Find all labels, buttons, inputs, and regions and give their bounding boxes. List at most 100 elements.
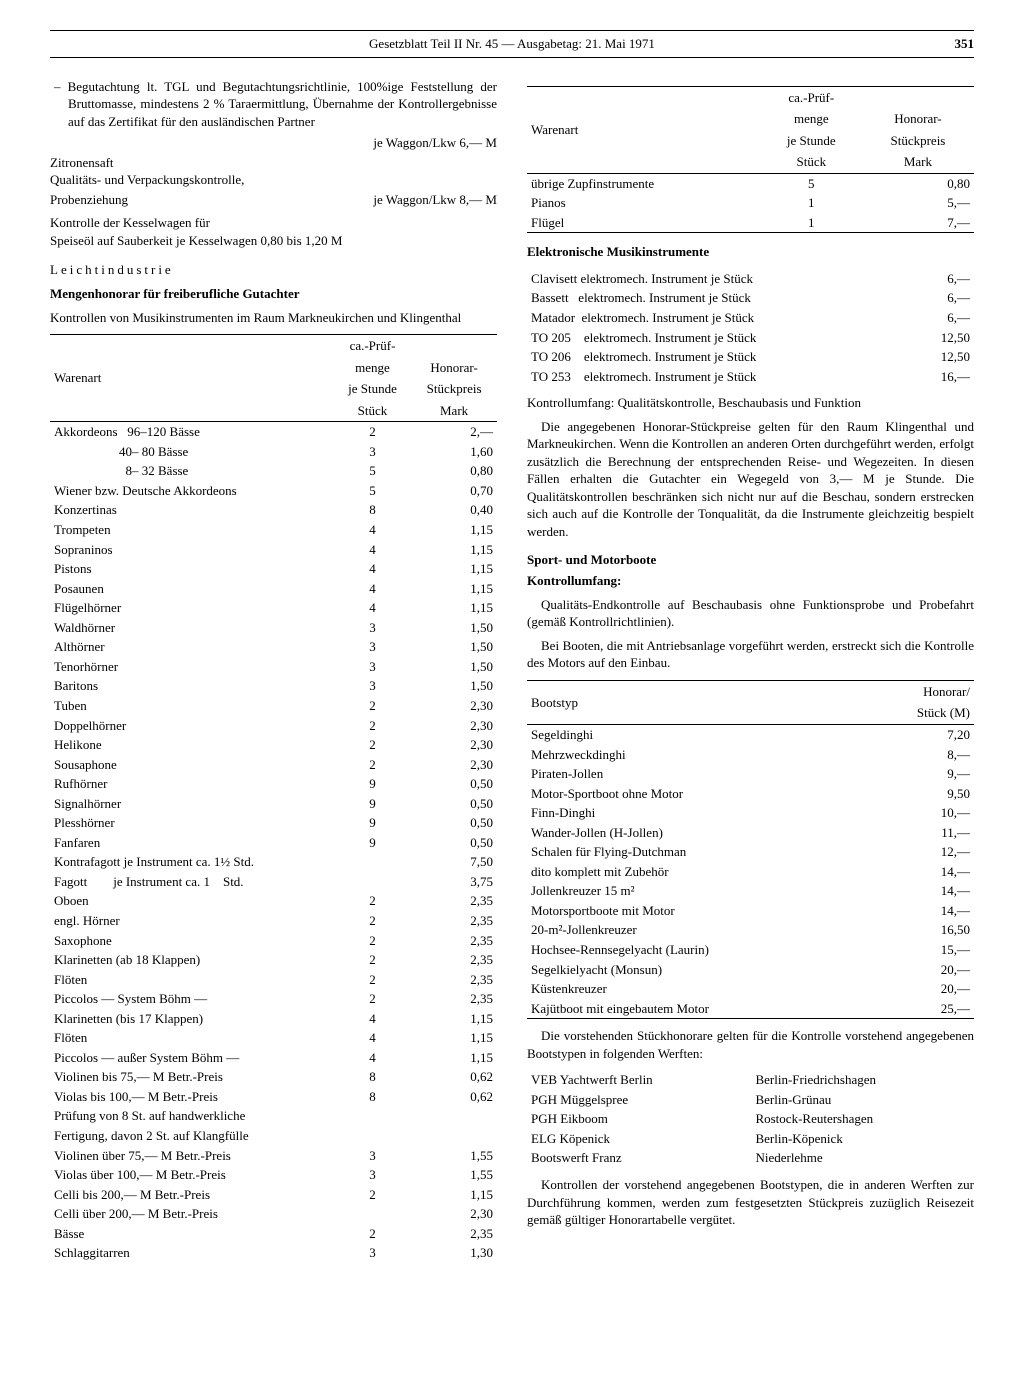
- table-row: Plesshörner90,50: [50, 813, 497, 833]
- table-row: Schlaggitarren31,30: [50, 1243, 497, 1263]
- table-row: Konzertinas80,40: [50, 500, 497, 520]
- honorar-para: Die angegebenen Honorar-Stückpreise gelt…: [527, 418, 974, 541]
- table-row: Hochsee-Rennsegelyacht (Laurin)15,—: [527, 940, 974, 960]
- instruments-table: Warenart ca.-Prüf- menge Honorar- je Stu…: [50, 334, 497, 1263]
- table-row: 20-m²-Jollenkreuzer16,50: [527, 920, 974, 940]
- table-row: Wiener bzw. Deutsche Akkordeons50,70: [50, 481, 497, 501]
- table-row: Pianos15,—: [527, 193, 974, 213]
- table-row: TO 253 elektromech. Instrument je Stück1…: [527, 367, 974, 387]
- table-row: Piccolos — System Böhm —22,35: [50, 989, 497, 1009]
- table-row: Doppelhörner22,30: [50, 716, 497, 736]
- table-row: Prüfung von 8 St. auf handwerkliche: [50, 1106, 497, 1126]
- table-row: TO 205 elektromech. Instrument je Stück1…: [527, 328, 974, 348]
- table-row: Bässe22,35: [50, 1224, 497, 1244]
- kessel-line2: Speiseöl auf Sauberkeit je Kesselwagen 0…: [50, 232, 497, 250]
- table-row: ELG KöpenickBerlin-Köpenick: [527, 1129, 974, 1149]
- proben-price: je Waggon/Lkw 8,— M: [373, 191, 497, 209]
- kontrollen-para: Kontrollen von Musikinstrumenten im Raum…: [50, 309, 497, 327]
- kessel-line: Kontrolle der Kesselwagen für: [50, 214, 497, 232]
- table-row: Violinen über 75,— M Betr.-Preis31,55: [50, 1146, 497, 1166]
- sport-p2: Bei Booten, die mit Antriebsanlage vorge…: [527, 637, 974, 672]
- table-row: Klarinetten (bis 17 Klappen)41,15: [50, 1009, 497, 1029]
- table-row: Flügel17,—: [527, 213, 974, 233]
- table-row: Wander-Jollen (H-Jollen)11,—: [527, 823, 974, 843]
- table-row: Finn-Dinghi10,—: [527, 803, 974, 823]
- table-row: Tenorhörner31,50: [50, 657, 497, 677]
- table-row: Flöten22,35: [50, 970, 497, 990]
- sport-p1: Qualitäts-Endkontrolle auf Beschaubasis …: [527, 596, 974, 631]
- table-row: Jollenkreuzer 15 m²14,—: [527, 881, 974, 901]
- table-row: Clavisett elektromech. Instrument je Stü…: [527, 269, 974, 289]
- table-row: Motorsportboote mit Motor14,—: [527, 901, 974, 921]
- table-row: Signalhörner90,50: [50, 794, 497, 814]
- table-row: VEB Yachtwerft BerlinBerlin-Friedrichsha…: [527, 1070, 974, 1090]
- table-row: Althörner31,50: [50, 637, 497, 657]
- table-row: Waldhörner31,50: [50, 618, 497, 638]
- table-row: Violas bis 100,— M Betr.-Preis80,62: [50, 1087, 497, 1107]
- sport-title: Sport- und Motorboote: [527, 551, 974, 569]
- proben: Probenziehung: [50, 191, 128, 209]
- table-row: Akkordeons 96–120 Bässe22,—: [50, 422, 497, 442]
- leichtindustrie: Leichtindustrie: [50, 261, 497, 279]
- table-row: Flöten41,15: [50, 1028, 497, 1048]
- table-row: Tuben22,30: [50, 696, 497, 716]
- elek-table: Clavisett elektromech. Instrument je Stü…: [527, 269, 974, 386]
- table-row: Flügelhörner41,15: [50, 598, 497, 618]
- table-row: Motor-Sportboot ohne Motor9,50: [527, 784, 974, 804]
- final-para: Kontrollen der vorstehend angegebenen Bo…: [527, 1176, 974, 1229]
- table-row: übrige Zupfinstrumente50,80: [527, 173, 974, 193]
- table-row: Kontrafagott je Instrument ca. 1½ Std.7,…: [50, 852, 497, 872]
- table-row: Bootswerft FranzNiederlehme: [527, 1148, 974, 1168]
- page-number: 351: [955, 35, 975, 53]
- table-row: Posaunen41,15: [50, 579, 497, 599]
- left-column: – Begutachtung lt. TGL und Begutachtungs…: [50, 78, 497, 1271]
- elek-title: Elektronische Musikinstrumente: [527, 243, 974, 261]
- table-row: Sopraninos41,15: [50, 540, 497, 560]
- table-row: Küstenkreuzer20,—: [527, 979, 974, 999]
- th-warenart: Warenart: [50, 335, 334, 422]
- table-row: dito komplett mit Zubehör14,—: [527, 862, 974, 882]
- table-row: Segeldinghi7,20: [527, 724, 974, 744]
- table-row: Trompeten41,15: [50, 520, 497, 540]
- table-row: Matador elektromech. Instrument je Stück…: [527, 308, 974, 328]
- mengenhonorar: Mengenhonorar für freiberufliche Gutacht…: [50, 285, 497, 303]
- table-row: Baritons31,50: [50, 676, 497, 696]
- table-row: Celli bis 200,— M Betr.-Preis21,15: [50, 1185, 497, 1205]
- table-row: Segelkielyacht (Monsun)20,—: [527, 960, 974, 980]
- table-row: 8– 32 Bässe50,80: [50, 461, 497, 481]
- table-row: TO 206 elektromech. Instrument je Stück1…: [527, 347, 974, 367]
- table-row: Fagott je Instrument ca. 1 Std.3,75: [50, 872, 497, 892]
- table-row: Pistons41,15: [50, 559, 497, 579]
- table-row: Violas über 100,— M Betr.-Preis31,55: [50, 1165, 497, 1185]
- table-row: Piraten-Jollen9,—: [527, 764, 974, 784]
- bullet-price: je Waggon/Lkw 6,— M: [373, 134, 497, 152]
- werft-para: Die vorstehenden Stückhonorare gelten fü…: [527, 1027, 974, 1062]
- table-row: Sousaphone22,30: [50, 755, 497, 775]
- table-row: PGH MüggelspreeBerlin-Grünau: [527, 1090, 974, 1110]
- table-row: Klarinetten (ab 18 Klappen)22,35: [50, 950, 497, 970]
- table-row: Schalen für Flying-Dutchman12,—: [527, 842, 974, 862]
- page-header: Gesetzblatt Teil II Nr. 45 — Ausgabetag:…: [50, 30, 974, 58]
- werft-table: VEB Yachtwerft BerlinBerlin-Friedrichsha…: [527, 1070, 974, 1168]
- table-row: Violinen bis 75,— M Betr.-Preis80,62: [50, 1067, 497, 1087]
- table-row: Fertigung, davon 2 St. auf Klangfülle: [50, 1126, 497, 1146]
- qual-line: Qualitäts- und Verpackungskontrolle,: [50, 171, 497, 189]
- table-row: 40– 80 Bässe31,60: [50, 442, 497, 462]
- table-row: Rufhörner90,50: [50, 774, 497, 794]
- table-row: Kajütboot mit eingebautem Motor25,—: [527, 999, 974, 1019]
- right-column: Warenart ca.-Prüf- menge Honorar- je Stu…: [527, 78, 974, 1271]
- header-title: Gesetzblatt Teil II Nr. 45 — Ausgabetag:…: [369, 35, 655, 53]
- kontroll-title: Kontrollumfang:: [527, 572, 974, 590]
- kontrollumfang: Kontrollumfang: Qualitätskontrolle, Besc…: [527, 394, 974, 412]
- table-row: Oboen22,35: [50, 891, 497, 911]
- table-row: Piccolos — außer System Böhm —41,15: [50, 1048, 497, 1068]
- table-row: Bassett elektromech. Instrument je Stück…: [527, 288, 974, 308]
- table-row: Mehrzweckdinghi8,—: [527, 745, 974, 765]
- instruments-table-cont: Warenart ca.-Prüf- menge Honorar- je Stu…: [527, 86, 974, 234]
- content-columns: – Begutachtung lt. TGL und Begutachtungs…: [50, 78, 974, 1271]
- bullet-item: – Begutachtung lt. TGL und Begutachtungs…: [50, 78, 497, 131]
- table-row: Saxophone22,35: [50, 931, 497, 951]
- table-row: Fanfaren90,50: [50, 833, 497, 853]
- table-row: Helikone22,30: [50, 735, 497, 755]
- table-row: PGH EikboomRostock-Reutershagen: [527, 1109, 974, 1129]
